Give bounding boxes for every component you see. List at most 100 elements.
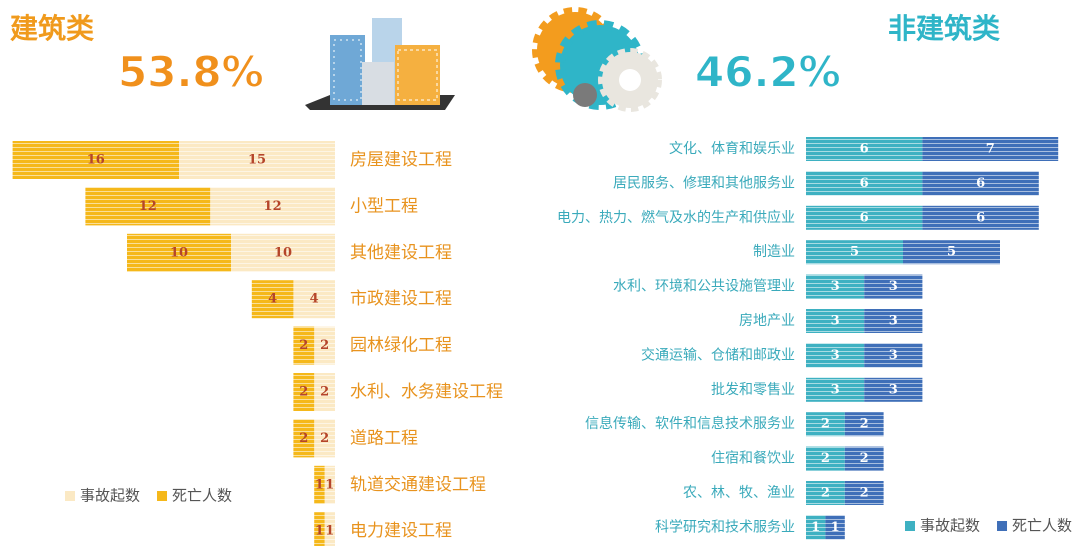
category-label: 市政建设工程 [350, 289, 452, 309]
category-label: 信息传输、软件和信息技术服务业 [585, 415, 795, 432]
value-label: 3 [889, 314, 898, 329]
value-label: 10 [274, 245, 292, 260]
value-label: 4 [310, 292, 319, 307]
bar-segment [210, 187, 335, 226]
value-label: 2 [320, 338, 329, 353]
legend-label: 死亡人数 [172, 487, 232, 505]
value-label: 2 [860, 417, 869, 432]
value-label: 2 [860, 486, 869, 501]
category-label: 批发和零售业 [711, 382, 795, 398]
value-label: 6 [976, 176, 985, 191]
value-label: 4 [268, 292, 277, 307]
bar-segment [806, 171, 923, 196]
value-label: 3 [831, 382, 840, 397]
value-label: 3 [831, 279, 840, 294]
bar-segment [293, 419, 315, 458]
legend-swatch [905, 521, 915, 531]
bar-segment [806, 274, 865, 299]
bar-segment [825, 515, 845, 540]
category-label: 交通运输、仓储和邮政业 [641, 346, 795, 363]
value-label: 15 [248, 153, 266, 168]
bar-segment [314, 373, 335, 411]
bar-segment [179, 141, 335, 179]
legend-swatch [65, 491, 75, 501]
category-label: 住宿和餐饮业 [711, 450, 795, 467]
legend-swatch [157, 491, 168, 501]
value-label: 2 [299, 385, 308, 400]
buildings-icon [305, 18, 455, 110]
value-label: 2 [320, 431, 329, 446]
bar-segment [806, 240, 903, 265]
value-label: 3 [889, 382, 898, 397]
bar-segment [844, 446, 884, 471]
category-label: 小型工程 [350, 196, 418, 216]
bar-segment [324, 465, 335, 504]
value-label: 16 [87, 153, 105, 168]
bar-segment [127, 233, 231, 272]
category-label: 水利、水务建设工程 [350, 382, 503, 402]
value-label: 2 [821, 451, 830, 466]
value-label: 10 [170, 245, 188, 260]
value-label: 2 [860, 451, 869, 466]
bar-segment [806, 446, 845, 471]
bar-segment [293, 280, 335, 319]
value-label: 2 [821, 486, 830, 501]
right-title: 非建筑类 [888, 12, 1000, 45]
bar-segment [251, 280, 294, 319]
value-label: 7 [986, 142, 995, 157]
gears-icon [532, 7, 662, 112]
value-label: 3 [831, 314, 840, 329]
category-label: 水利、环境和公共设施管理业 [613, 279, 795, 295]
value-label: 3 [831, 348, 840, 363]
legend-label: 事故起数 [920, 517, 980, 535]
category-label: 电力、热力、燃气及水的生产和供应业 [557, 209, 795, 226]
value-label: 1 [325, 524, 334, 539]
value-label: 6 [976, 210, 985, 225]
bar-segment [922, 205, 1039, 230]
bar-segment [293, 373, 315, 411]
value-label: 2 [821, 417, 830, 432]
category-label: 居民服务、修理和其他服务业 [613, 175, 795, 191]
bar-segment [314, 465, 325, 504]
value-label: 12 [264, 199, 282, 214]
legend-label: 死亡人数 [1012, 517, 1072, 535]
bar-segment [922, 171, 1039, 196]
legend-swatch [997, 521, 1008, 531]
left-share: 53.8% [118, 48, 264, 97]
value-label: 6 [860, 210, 869, 225]
category-label: 道路工程 [350, 428, 418, 448]
category-label: 房地产业 [739, 313, 795, 329]
value-label: 1 [315, 477, 324, 492]
value-label: 6 [860, 176, 869, 191]
bar-segment [314, 419, 335, 458]
bar-segment [864, 377, 923, 402]
bar-segment [231, 233, 335, 272]
bar-segment [864, 274, 923, 299]
category-label: 园林绿化工程 [350, 336, 452, 356]
category-label: 农、林、牧、渔业 [683, 485, 795, 501]
bar-segment [293, 326, 315, 365]
value-label: 12 [139, 199, 157, 214]
bar-segment [324, 512, 335, 546]
category-label: 制造业 [753, 244, 795, 260]
value-label: 1 [811, 520, 820, 535]
bar-segment [903, 240, 1000, 265]
value-label: 3 [889, 348, 898, 363]
bar-segment [864, 309, 923, 333]
category-label: 文化、体育和娱乐业 [669, 141, 795, 157]
bar-segment [314, 512, 325, 546]
value-label: 1 [315, 524, 324, 539]
value-label: 6 [860, 142, 869, 157]
bar-segment [844, 481, 884, 505]
bar-segment [806, 377, 865, 402]
left-title: 建筑类 [10, 12, 94, 45]
value-label: 1 [325, 477, 334, 492]
value-label: 2 [299, 431, 308, 446]
bar-segment [806, 205, 923, 230]
category-label: 轨道交通建设工程 [350, 475, 486, 495]
bar-segment [806, 137, 923, 161]
bar-segment [922, 137, 1059, 161]
bar-segment [806, 481, 845, 505]
category-label: 电力建设工程 [350, 521, 452, 541]
